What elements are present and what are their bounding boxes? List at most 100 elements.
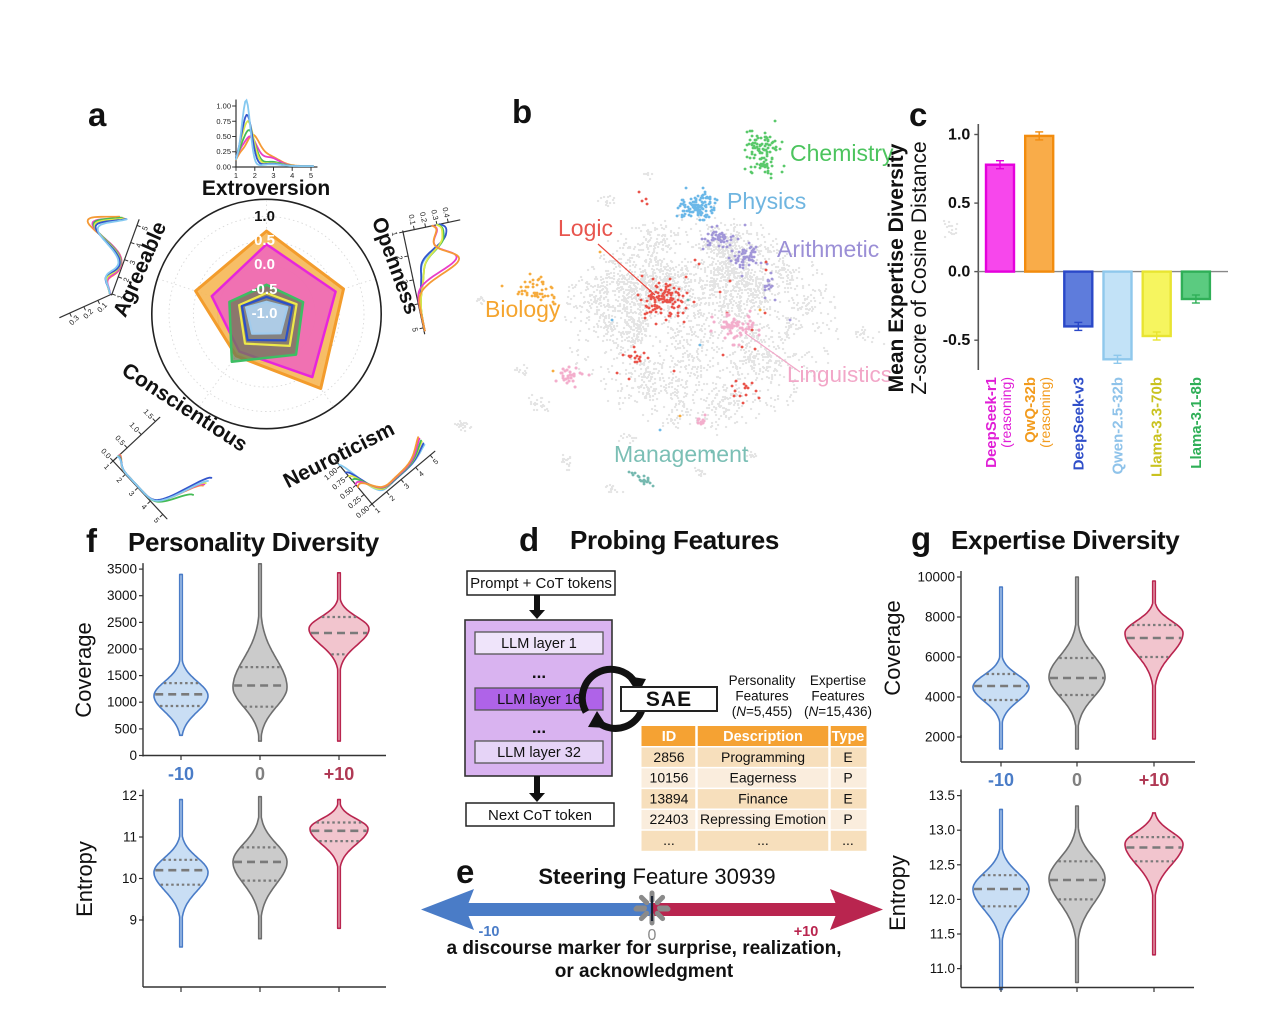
svg-text:4: 4 [417, 469, 426, 479]
svg-text:Logic: Logic [558, 215, 613, 241]
svg-text:P: P [843, 770, 852, 786]
svg-text:0.4: 0.4 [441, 206, 452, 218]
svg-text:LLM layer 32: LLM layer 32 [497, 745, 581, 761]
svg-text:12.5: 12.5 [929, 857, 955, 872]
svg-text:0.5: 0.5 [254, 232, 275, 249]
svg-text:Entropy: Entropy [885, 855, 910, 931]
svg-text:P: P [843, 811, 852, 827]
svg-text:2: 2 [388, 494, 397, 504]
svg-text:-0.5: -0.5 [943, 332, 971, 349]
svg-text:12.0: 12.0 [929, 892, 955, 907]
svg-text:11.0: 11.0 [930, 961, 955, 976]
svg-text:1: 1 [373, 506, 382, 516]
svg-text:or acknowledgment: or acknowledgment [555, 961, 734, 982]
svg-text:0.5: 0.5 [948, 195, 970, 212]
svg-text:2: 2 [121, 276, 131, 283]
svg-text:2500: 2500 [107, 615, 137, 630]
svg-text:Coverage: Coverage [880, 600, 905, 695]
svg-text:1: 1 [102, 462, 111, 471]
svg-text:Eagerness: Eagerness [730, 770, 797, 786]
svg-text:4: 4 [139, 502, 148, 511]
svg-text:1: 1 [390, 231, 400, 237]
svg-text:E: E [843, 749, 852, 765]
svg-text:LLM layer 16: LLM layer 16 [497, 692, 581, 708]
svg-text:Extroversion: Extroversion [202, 177, 330, 200]
svg-text:Features: Features [735, 689, 789, 704]
svg-text:+10: +10 [1139, 770, 1170, 790]
svg-text:3500: 3500 [107, 562, 137, 577]
svg-text:1.00: 1.00 [216, 102, 231, 111]
svg-text:...: ... [663, 832, 675, 848]
svg-text:12: 12 [122, 788, 137, 803]
svg-text:2: 2 [253, 171, 257, 180]
svg-text:2: 2 [114, 476, 123, 485]
svg-text:b: b [512, 93, 532, 130]
svg-text:0.75: 0.75 [216, 117, 231, 126]
svg-text:Description: Description [723, 729, 803, 745]
svg-text:LLM layer 1: LLM layer 1 [501, 636, 577, 652]
svg-text:e: e [456, 853, 474, 890]
svg-text:0: 0 [255, 764, 265, 784]
svg-text:Programming: Programming [721, 749, 805, 765]
svg-text:Management: Management [614, 441, 749, 467]
svg-text:...: ... [532, 663, 546, 682]
svg-text:a discourse marker for surpris: a discourse marker for surprise, realiza… [447, 938, 842, 959]
svg-text:1.0: 1.0 [254, 208, 275, 225]
svg-text:9: 9 [129, 913, 137, 928]
svg-text:-10: -10 [988, 770, 1014, 790]
svg-text:0: 0 [648, 927, 657, 944]
svg-text:a: a [88, 96, 107, 133]
svg-text:ID: ID [662, 729, 677, 745]
svg-text:1: 1 [234, 171, 238, 180]
svg-text:4: 4 [134, 242, 144, 249]
svg-text:2000: 2000 [925, 730, 955, 745]
svg-text:(reasoning): (reasoning) [998, 377, 1014, 448]
svg-text:3: 3 [402, 481, 411, 491]
svg-text:4: 4 [405, 303, 415, 309]
svg-text:SAE: SAE [646, 688, 692, 711]
svg-text:Linguistics: Linguistics [787, 362, 892, 387]
svg-text:0.0: 0.0 [254, 256, 275, 273]
svg-text:...: ... [532, 718, 546, 737]
svg-text:c: c [909, 96, 927, 133]
svg-text:0: 0 [1072, 770, 1082, 790]
svg-text:Physics: Physics [727, 188, 806, 214]
svg-text:4: 4 [290, 171, 294, 180]
svg-text:3: 3 [128, 259, 138, 266]
svg-text:Steering Feature 30939: Steering Feature 30939 [538, 864, 775, 889]
svg-text:22403: 22403 [650, 811, 689, 827]
svg-text:5: 5 [140, 225, 150, 232]
svg-text:5: 5 [431, 457, 440, 467]
svg-text:Biology: Biology [485, 296, 561, 322]
svg-text:-10: -10 [479, 924, 500, 940]
svg-text:-1.0: -1.0 [252, 305, 278, 322]
svg-text:500: 500 [114, 721, 137, 736]
svg-text:Prompt + CoT tokens: Prompt + CoT tokens [470, 575, 612, 592]
svg-text:0.00: 0.00 [216, 163, 231, 172]
svg-text:Qwen-2.5-32b: Qwen-2.5-32b [1110, 377, 1127, 475]
svg-text:Type: Type [832, 729, 865, 745]
svg-text:-0.5: -0.5 [252, 281, 278, 298]
svg-text:0.50: 0.50 [216, 132, 231, 141]
svg-text:Personality Diversity: Personality Diversity [128, 527, 380, 557]
svg-text:13.0: 13.0 [929, 823, 955, 838]
svg-text:1.0: 1.0 [948, 127, 970, 144]
svg-text:6000: 6000 [925, 650, 955, 665]
svg-text:3000: 3000 [107, 588, 137, 603]
svg-text:0: 0 [129, 748, 137, 763]
svg-text:(reasoning): (reasoning) [1037, 377, 1053, 448]
svg-text:4000: 4000 [925, 690, 955, 705]
svg-text:Features: Features [811, 689, 865, 704]
svg-text:DeepSeek-r1: DeepSeek-r1 [983, 377, 1000, 468]
svg-text:11.5: 11.5 [930, 927, 955, 942]
svg-text:13894: 13894 [650, 790, 689, 806]
svg-text:f: f [86, 522, 98, 559]
svg-text:Arithmetic: Arithmetic [777, 236, 879, 262]
svg-text:Llama-3.1-8b: Llama-3.1-8b [1188, 377, 1205, 469]
svg-text:5: 5 [309, 171, 313, 180]
svg-text:0.2: 0.2 [418, 211, 429, 223]
svg-text:3: 3 [127, 489, 136, 498]
svg-text:8000: 8000 [925, 610, 955, 625]
svg-text:Repressing Emotion: Repressing Emotion [700, 811, 826, 827]
svg-text:Entropy: Entropy [72, 841, 97, 917]
